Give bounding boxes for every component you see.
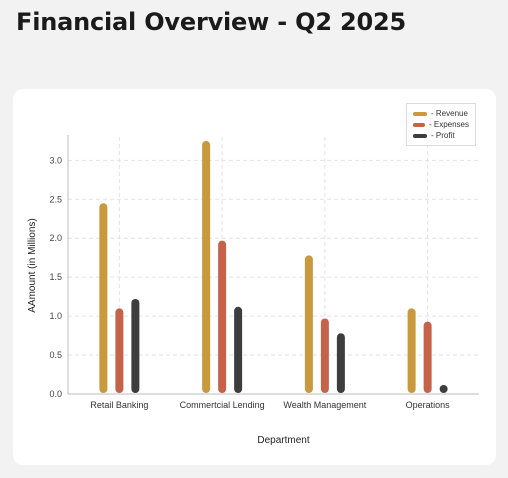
y-tick-label: 1.5 xyxy=(49,272,62,282)
bar-revenue xyxy=(99,203,108,393)
y-tick-label: 2.5 xyxy=(49,194,62,204)
y-tick-label: 1.0 xyxy=(49,311,62,321)
legend-swatch-profit xyxy=(413,133,427,138)
bar-revenue xyxy=(407,308,416,393)
y-axis-title: AAmount (in Millions) xyxy=(27,218,38,312)
bar-expenses xyxy=(115,308,124,393)
legend-swatch-expenses xyxy=(413,122,425,127)
legend-label-profit: - Profit xyxy=(431,131,455,140)
y-tick-label: 3.0 xyxy=(49,155,62,165)
bar-profit xyxy=(439,385,448,393)
legend-label-revenue: - Revenue xyxy=(431,109,468,118)
bar-profit xyxy=(336,333,345,393)
legend-swatch-revenue xyxy=(413,111,427,116)
legend-label-expenses: - Expenses xyxy=(428,120,469,129)
x-axis-title: Department xyxy=(257,435,309,446)
legend-item-expenses: - Expenses xyxy=(413,119,469,130)
x-tick-label: Commertcial Lending xyxy=(180,400,265,410)
x-tick-label: Wealth Management xyxy=(283,400,366,410)
bar-chart: 0.0 0.5 1.0 1.5 2.0 2.5 3.0 Retail Banking Comme… xyxy=(27,135,479,446)
bar-profit xyxy=(131,298,140,393)
x-tick-label: Operations xyxy=(406,400,451,410)
y-tick-label: 0.0 xyxy=(49,389,62,399)
y-tick-label: 0.5 xyxy=(49,350,62,360)
y-tick-label: 2.0 xyxy=(49,233,62,243)
bar-expenses xyxy=(218,240,227,393)
x-tick-label: Retail Banking xyxy=(90,400,148,410)
chart-legend: - Revenue - Expenses - Profit xyxy=(406,103,476,146)
bar-expenses xyxy=(423,321,432,393)
bar-revenue xyxy=(304,255,313,393)
page-title: Financial Overview - Q2 2025 xyxy=(16,8,407,36)
legend-item-profit: - Profit xyxy=(413,130,469,141)
bar-expenses xyxy=(320,318,329,393)
chart-card: 0.0 0.5 1.0 1.5 2.0 2.5 3.0 Retail Banking Comme… xyxy=(13,89,496,465)
legend-item-revenue: - Revenue xyxy=(413,108,469,119)
bar-profit xyxy=(234,306,243,393)
bar-revenue xyxy=(202,140,211,393)
